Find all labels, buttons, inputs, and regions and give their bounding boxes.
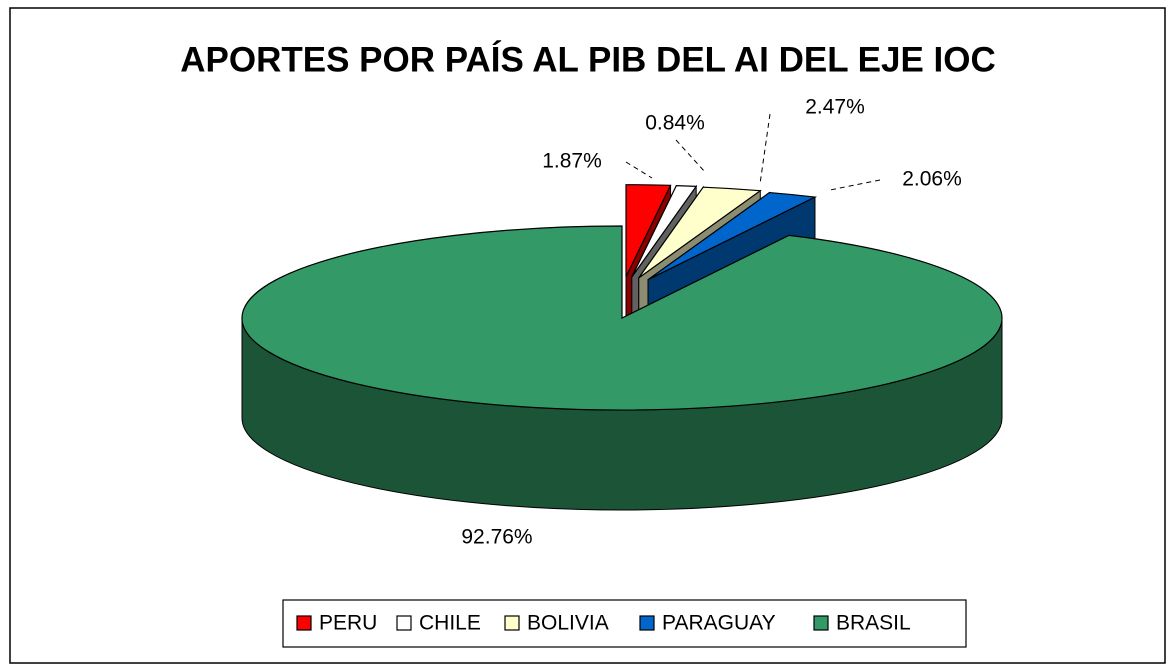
legend-swatch <box>396 615 412 631</box>
legend-label: BRASIL <box>836 612 911 635</box>
slice-top <box>625 184 672 277</box>
slice-top <box>638 186 762 279</box>
slice-top <box>631 185 698 278</box>
legend-swatch <box>639 615 655 631</box>
data-label: 92.76% <box>461 526 532 549</box>
data-label: 2.06% <box>902 168 962 191</box>
legend-label: CHILE <box>419 612 481 635</box>
legend-swatch <box>296 615 312 631</box>
legend-swatch <box>504 615 520 631</box>
data-label: 1.87% <box>542 150 602 173</box>
slice-top <box>241 225 1003 411</box>
legend-swatch <box>813 615 829 631</box>
leader-line <box>759 113 771 185</box>
pie-slice <box>241 225 1003 511</box>
legend-label: BOLIVIA <box>527 612 609 635</box>
data-label: 2.47% <box>805 96 865 119</box>
leader-line <box>675 139 706 173</box>
chart-title: APORTES POR PAÍS AL PIB DEL AI DEL EJE I… <box>180 39 996 79</box>
legend-label: PERU <box>319 612 377 635</box>
legend-label: PARAGUAY <box>662 612 776 635</box>
slice-top <box>647 191 818 281</box>
data-label: 0.84% <box>645 112 705 135</box>
